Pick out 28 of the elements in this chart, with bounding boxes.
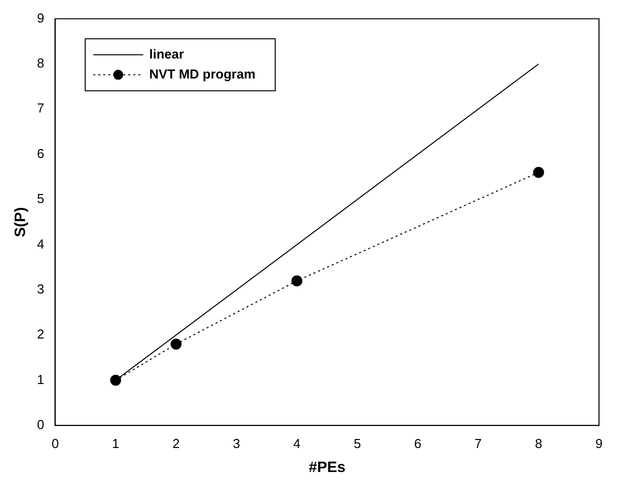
y-tick-label: 2	[36, 326, 44, 342]
x-tick-label: 5	[354, 436, 361, 451]
x-tick-label: 1	[112, 436, 120, 451]
point	[110, 374, 122, 386]
point	[533, 166, 544, 178]
x-tick-label: 2	[172, 436, 180, 451]
x-axis-title: #PEs	[308, 459, 346, 476]
y-axis-title: S(P)	[12, 207, 30, 238]
x-tick-label: 6	[414, 436, 422, 451]
y-tick-label: 6	[36, 146, 44, 161]
x-tick-label: 4	[293, 436, 301, 451]
legend-label: NVT MD program	[149, 66, 256, 82]
x-tick-label: 8	[534, 436, 542, 451]
point	[170, 338, 182, 350]
y-tick-label: 9	[36, 10, 44, 26]
y-tick-label: 5	[36, 191, 44, 206]
y-tick-label: 3	[36, 281, 44, 296]
y-tick-label: 4	[36, 236, 44, 252]
y-tick-label: 7	[36, 100, 44, 116]
y-tick-label: 0	[36, 416, 44, 432]
y-tick-label: 1	[36, 372, 44, 387]
point	[291, 275, 302, 286]
x-tick-label: 0	[52, 436, 59, 451]
x-tick-label: 9	[595, 436, 603, 451]
y-tick-label: 8	[36, 56, 44, 71]
legend-label: linear	[149, 46, 184, 62]
x-tick-label: 3	[232, 436, 240, 451]
x-tick-label: 7	[474, 436, 482, 451]
